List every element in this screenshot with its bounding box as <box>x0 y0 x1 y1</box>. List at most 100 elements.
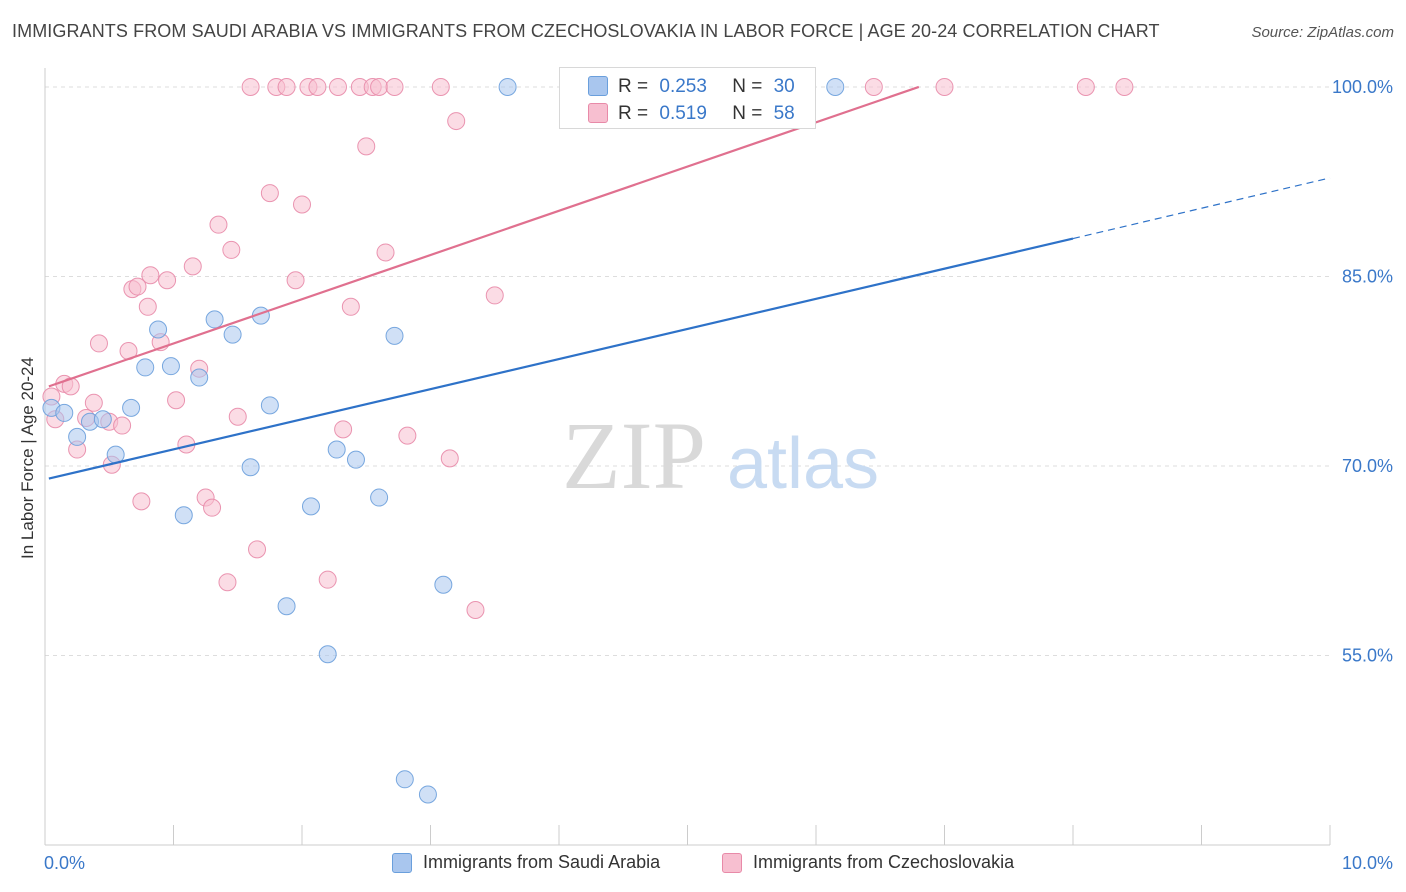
czechoslovakia-point <box>431 77 450 96</box>
saudi-arabia-point <box>55 403 74 422</box>
czechoslovakia-point <box>158 271 177 290</box>
y-tick-label: 85.0% <box>1342 266 1393 286</box>
r-label: R = <box>618 76 649 97</box>
saudi-arabia-point <box>395 770 414 789</box>
legend-swatch-saudi-arabia <box>392 852 412 873</box>
czechoslovakia-point <box>318 570 337 589</box>
saudi-arabia-point <box>161 357 180 376</box>
r-label: R = <box>618 103 649 124</box>
czechoslovakia-point <box>167 391 186 410</box>
saudi-arabia-point <box>205 310 224 329</box>
n-value: 30 <box>773 76 795 97</box>
legend-item-saudi-arabia[interactable]: Immigrants from Saudi Arabia <box>392 852 660 873</box>
saudi-arabia-point <box>826 77 845 96</box>
saudi-arabia-point <box>318 645 337 664</box>
czechoslovakia-point <box>447 112 466 131</box>
czechoslovakia-point <box>308 77 327 96</box>
czechoslovakia-point <box>260 184 279 203</box>
czechoslovakia-point <box>248 540 267 559</box>
saudi-arabia-point <box>223 325 242 344</box>
y-tick-label: 100.0% <box>1332 77 1393 97</box>
saudi-arabia-trend-extension <box>1072 177 1331 240</box>
czechoslovakia-trend-line <box>48 85 920 388</box>
saudi-arabia-point <box>327 440 346 459</box>
czechoslovakia-point <box>485 286 504 305</box>
czechoslovakia-point <box>113 416 132 435</box>
czechoslovakia-point <box>286 271 305 290</box>
legend-swatch-saudi-arabia <box>588 76 608 96</box>
czechoslovakia-point <box>228 407 247 426</box>
legend-label-saudi-arabia: Immigrants from Saudi Arabia <box>423 852 661 872</box>
legend-item-czechoslovakia[interactable]: Immigrants from Czechoslovakia <box>722 852 1014 873</box>
czechoslovakia-point <box>203 498 222 517</box>
n-label: N = <box>732 76 763 97</box>
axes <box>44 68 1331 846</box>
r-value: 0.519 <box>659 103 707 124</box>
y-tick-label: 55.0% <box>1342 645 1393 665</box>
x-tick-label: 10.0% <box>1342 853 1393 873</box>
n-label: N = <box>732 103 763 124</box>
czechoslovakia-point <box>277 77 296 96</box>
y-tick-label: 70.0% <box>1342 456 1393 476</box>
saudi-arabia-point <box>241 458 260 477</box>
czechoslovakia-point <box>183 257 202 276</box>
czechoslovakia-point <box>440 449 459 468</box>
czechoslovakia-point <box>241 77 260 96</box>
czechoslovakia-point <box>293 195 311 214</box>
watermark-zip: ZIP <box>562 402 706 509</box>
czechoslovakia-points <box>42 77 1134 620</box>
legend-label-czechoslovakia: Immigrants from Czechoslovakia <box>753 852 1015 872</box>
czechoslovakia-point <box>1076 77 1095 96</box>
czechoslovakia-point <box>376 243 395 262</box>
saudi-arabia-trend-line <box>48 237 1074 480</box>
czechoslovakia-point <box>132 492 151 511</box>
correlation-legend-box: R = 0.253 N = 30 R = 0.519 N = 58 <box>559 67 816 129</box>
saudi-arabia-point <box>174 506 193 525</box>
watermark-atlas: atlas <box>727 424 879 504</box>
czechoslovakia-point <box>341 297 360 316</box>
saudi-arabia-point <box>277 597 296 616</box>
saudi-arabia-point <box>498 77 517 96</box>
czechoslovakia-point <box>357 137 376 156</box>
czechoslovakia-point <box>128 277 147 296</box>
saudi-arabia-point <box>385 326 404 345</box>
saudi-arabia-point <box>418 785 437 804</box>
saudi-arabia-point <box>370 488 389 507</box>
czechoslovakia-point <box>89 334 108 353</box>
saudi-arabia-point <box>68 427 87 446</box>
series-legend: Immigrants from Saudi Arabia Immigrants … <box>0 852 1406 876</box>
saudi-arabia-point <box>190 368 209 387</box>
czechoslovakia-point <box>385 77 404 96</box>
czechoslovakia-point <box>1115 77 1134 96</box>
x-tick-label: 0.0% <box>44 853 85 873</box>
czechoslovakia-point <box>138 297 157 316</box>
chart-title: IMMIGRANTS FROM SAUDI ARABIA VS IMMIGRAN… <box>12 21 1160 41</box>
saudi-arabia-point <box>122 398 141 417</box>
watermark: ZIP atlas <box>562 402 879 509</box>
r-value: 0.253 <box>659 76 707 97</box>
legend-swatch-czechoslovakia <box>722 852 742 873</box>
czechoslovakia-point <box>328 77 347 96</box>
czechoslovakia-point <box>864 77 883 96</box>
czechoslovakia-point <box>370 77 389 96</box>
legend-row-saudi-arabia: R = 0.253 N = 30 <box>618 76 795 98</box>
legend-row-czechoslovakia: R = 0.519 N = 58 <box>618 103 795 125</box>
czechoslovakia-point <box>935 77 954 96</box>
saudi-arabia-point <box>136 358 155 377</box>
legend-swatch-czechoslovakia <box>588 103 608 123</box>
saudi-arabia-point <box>260 396 279 415</box>
czechoslovakia-point <box>141 266 160 285</box>
saudi-arabia-point <box>346 450 365 469</box>
czechoslovakia-point <box>398 426 417 445</box>
trend-lines <box>48 85 1331 480</box>
source-credit: Source: ZipAtlas.com <box>1251 24 1394 41</box>
czechoslovakia-point <box>209 215 228 234</box>
saudi-arabia-point <box>434 575 453 594</box>
saudi-arabia-points <box>42 77 845 804</box>
tick-labels: 55.0% 70.0% 85.0% 100.0% 0.0% 10.0% <box>44 77 1393 873</box>
saudi-arabia-point <box>149 320 168 339</box>
saudi-arabia-point <box>93 410 112 429</box>
grid-lines <box>45 86 1330 656</box>
czechoslovakia-point <box>334 420 353 439</box>
